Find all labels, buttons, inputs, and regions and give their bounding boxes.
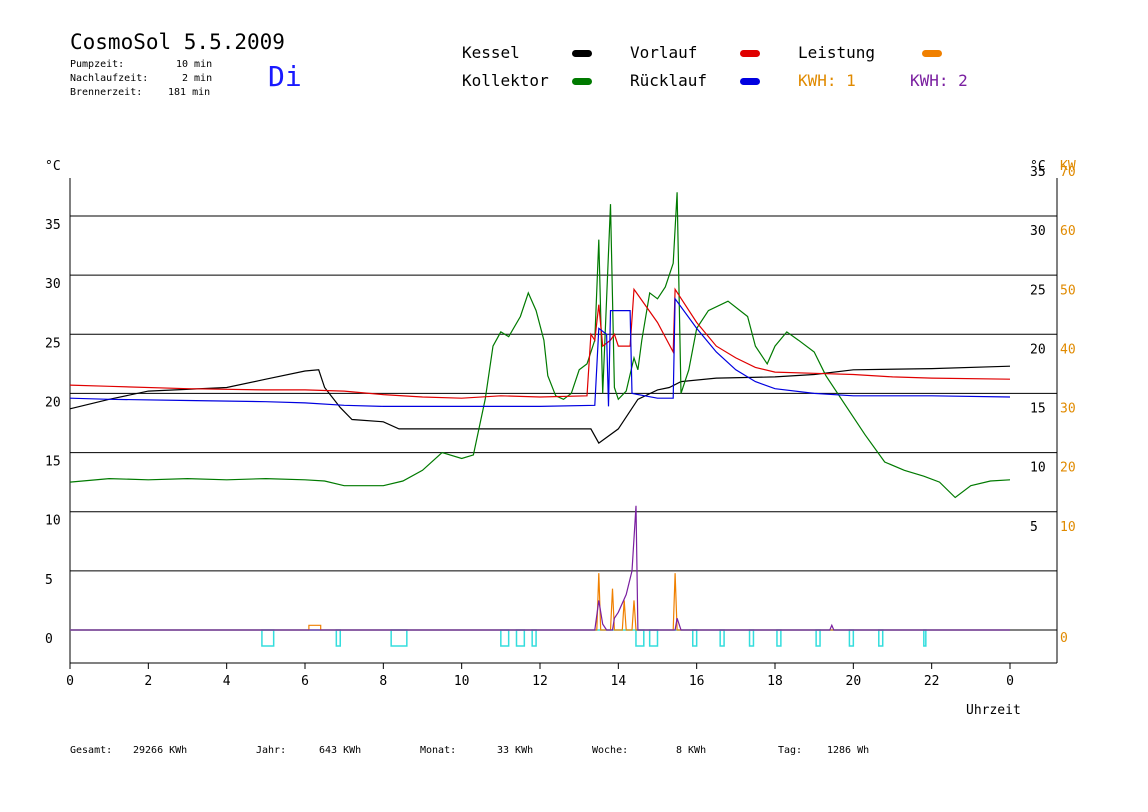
series-ruecklauf-line xyxy=(69,297,1011,407)
pump-pulse xyxy=(261,629,275,647)
x-tick-label: 12 xyxy=(532,674,548,689)
x-tick-label: 0 xyxy=(1006,674,1014,689)
y-tick-right: 30 xyxy=(1030,224,1046,239)
legend-kwh1-label: KWH: 1 xyxy=(798,71,856,90)
brennerzeit-value: 181 min xyxy=(168,87,211,98)
y-tick-left: 15 xyxy=(45,455,61,470)
y-tick-kw: 50 xyxy=(1060,283,1076,298)
y-tick-left: 20 xyxy=(45,395,61,410)
x-tick-label: 18 xyxy=(767,674,783,689)
y-tick-right: 5 xyxy=(1030,520,1038,535)
pump-pulse xyxy=(531,629,537,647)
y-tick-right: 25 xyxy=(1030,283,1046,298)
y-tick-kw: 0 xyxy=(1060,631,1068,646)
pump-pulse xyxy=(776,629,782,647)
x-tick-label: 10 xyxy=(454,674,470,689)
legend-vorlauf-label: Vorlauf xyxy=(630,43,698,62)
y-tick-left: 30 xyxy=(45,277,61,292)
legend-kessel-swatch xyxy=(572,50,592,57)
y-tick-right: 20 xyxy=(1030,342,1046,357)
y-axis-unit-right: °C xyxy=(1030,159,1046,174)
pump-pulse xyxy=(390,629,408,647)
pump-pulse xyxy=(500,629,510,647)
legend-leistung-label: Leistung xyxy=(798,43,876,62)
x-tick-label: 16 xyxy=(689,674,705,689)
x-tick-label: 0 xyxy=(66,674,74,689)
series-vorlauf-line xyxy=(69,287,1011,399)
x-tick-label: 2 xyxy=(144,674,152,689)
y-tick-kw: 10 xyxy=(1060,520,1076,535)
y-tick-right: 10 xyxy=(1030,461,1046,476)
footer-jahr-value: 643 KWh xyxy=(319,745,362,756)
pump-pulse xyxy=(815,629,821,647)
footer-gesamt-label: Gesamt: xyxy=(70,745,113,756)
pump-pulse xyxy=(692,629,698,647)
x-axis-label: Uhrzeit xyxy=(966,703,1021,718)
pump-pulse xyxy=(635,629,645,647)
y-tick-left: 5 xyxy=(45,573,53,588)
footer-woche-value: 8 KWh xyxy=(676,745,707,756)
y-tick-kw: 20 xyxy=(1060,461,1076,476)
pump-pulse xyxy=(648,629,659,647)
x-tick-label: 14 xyxy=(611,674,627,689)
series-kollektor-line xyxy=(69,192,1011,499)
page-title: CosmoSol 5.5.2009 xyxy=(70,30,285,54)
y-axis-unit-kw: KW xyxy=(1060,159,1076,174)
y-tick-left: 35 xyxy=(45,218,61,233)
x-tick-label: 22 xyxy=(924,674,940,689)
brennerzeit-label: Brennerzeit: xyxy=(70,87,143,98)
y-tick-left: 25 xyxy=(45,336,61,351)
pump-pulse xyxy=(923,629,927,647)
pump-pulse xyxy=(878,629,884,647)
footer-monat-label: Monat: xyxy=(420,745,457,756)
legend-ruecklauf-swatch xyxy=(740,78,760,85)
pump-pulse xyxy=(335,629,342,647)
footer-jahr-label: Jahr: xyxy=(256,745,287,756)
x-tick-label: 6 xyxy=(301,674,309,689)
pump-pulse xyxy=(515,629,526,647)
series-kessel-line xyxy=(69,365,1011,444)
footer-woche-label: Woche: xyxy=(592,745,629,756)
y-tick-kw: 30 xyxy=(1060,402,1076,417)
y-tick-right: 15 xyxy=(1030,402,1046,417)
legend-kollektor-swatch xyxy=(572,78,592,85)
pump-pulse xyxy=(719,629,725,647)
y-tick-left: 10 xyxy=(45,514,61,529)
y-tick-kw: 70 xyxy=(1060,165,1076,180)
nachlaufzeit-label: Nachlaufzeit: xyxy=(70,73,149,84)
series-kwh2-line xyxy=(70,505,1010,631)
footer-gesamt-value: 29266 KWh xyxy=(133,745,188,756)
x-tick-label: 8 xyxy=(379,674,387,689)
series-leistung-line xyxy=(70,573,1010,631)
weekday-label: Di xyxy=(268,60,302,93)
legend-ruecklauf-label: Rücklauf xyxy=(630,71,708,90)
footer-tag-label: Tag: xyxy=(778,745,803,756)
legend-kollektor-label: Kollektor xyxy=(462,71,549,90)
x-tick-label: 20 xyxy=(846,674,862,689)
y-tick-kw: 40 xyxy=(1060,342,1076,357)
legend-kwh2-label: KWH: 2 xyxy=(910,71,968,90)
legend-leistung-swatch xyxy=(922,50,942,57)
y-tick-left: 0 xyxy=(45,632,53,647)
pump-pulse xyxy=(748,629,755,647)
pump-pulse xyxy=(848,629,855,647)
footer-tag-value: 1286 Wh xyxy=(827,745,870,756)
footer-monat-value: 33 KWh xyxy=(497,745,534,756)
x-tick-label: 4 xyxy=(223,674,231,689)
legend-kessel-label: Kessel xyxy=(462,43,520,62)
pumpzeit-value: 10 min xyxy=(176,59,213,70)
y-tick-kw: 60 xyxy=(1060,224,1076,239)
pumpzeit-label: Pumpzeit: xyxy=(70,59,125,70)
nachlaufzeit-value: 2 min xyxy=(182,73,213,84)
legend-vorlauf-swatch xyxy=(740,50,760,57)
y-tick-right: 35 xyxy=(1030,165,1046,180)
y-axis-unit-left: °C xyxy=(45,159,61,174)
